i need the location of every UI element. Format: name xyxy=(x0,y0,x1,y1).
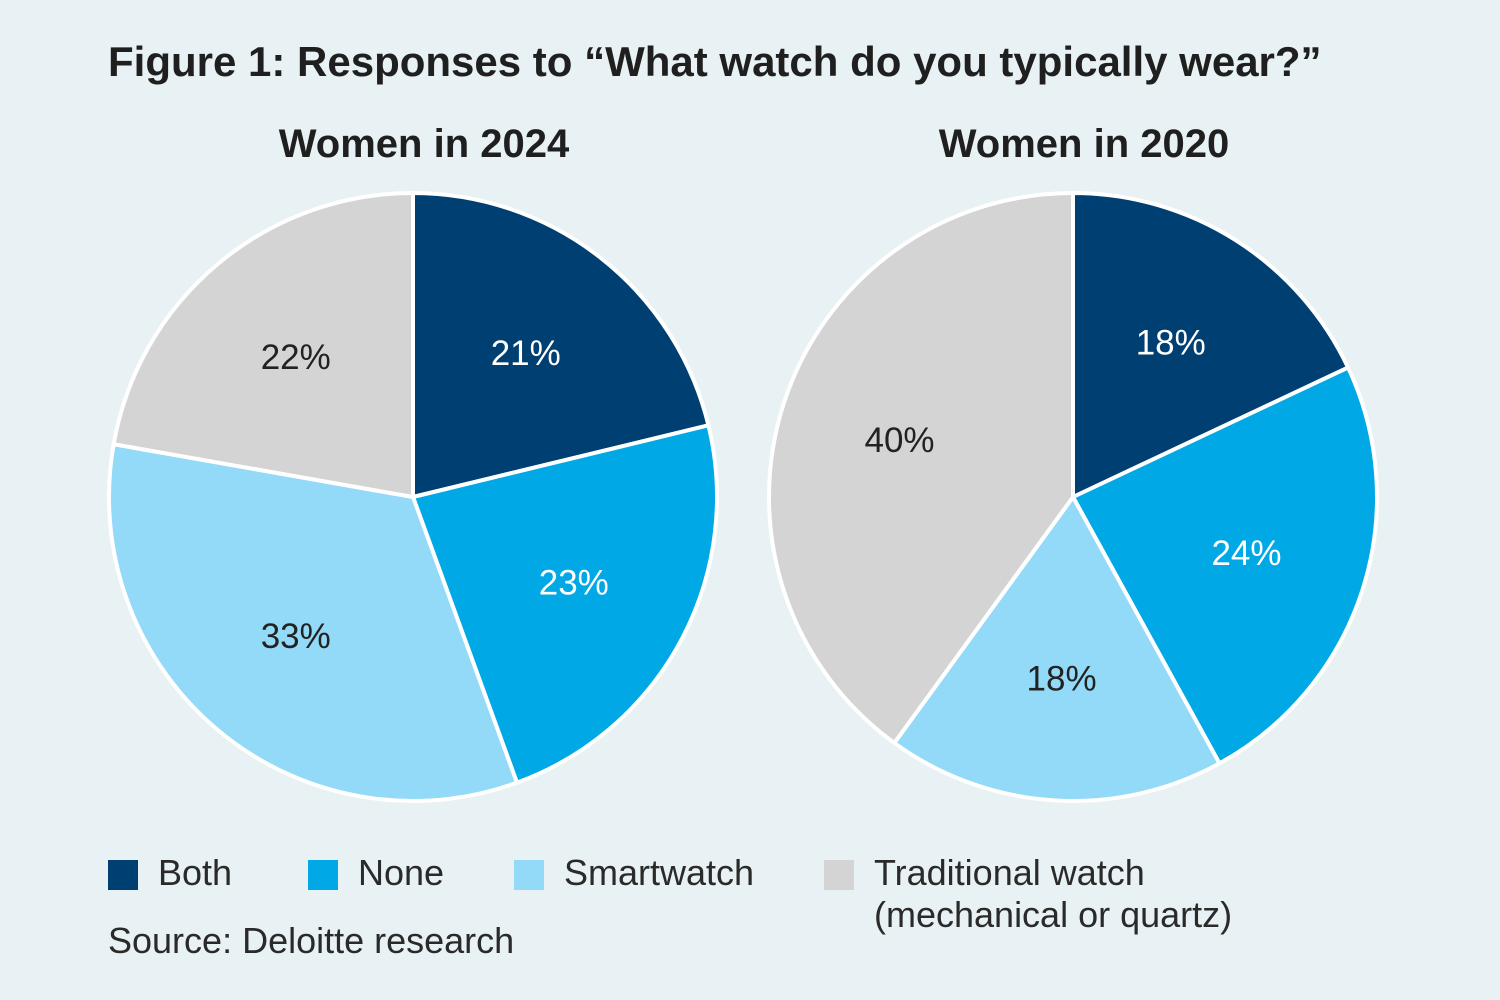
pie-2020-slice-both xyxy=(1071,191,1351,499)
pie-2020-slice-traditional xyxy=(767,191,1075,745)
pie-title-2020: Women in 2020 xyxy=(938,122,1230,166)
pie-2024-slice-traditional xyxy=(111,191,415,499)
legend-label-traditional-line2: (mechanical or quartz) xyxy=(874,894,1233,935)
legend-item-traditional: Traditional watch (mechanical or quartz) xyxy=(824,852,1232,936)
pie-2024-slice-both xyxy=(411,191,711,499)
legend-swatch-both xyxy=(108,860,138,890)
pie-2024-label-both: 21% xyxy=(491,334,561,373)
legend-item-smartwatch: Smartwatch xyxy=(514,852,754,894)
legend-label-none: None xyxy=(358,852,445,893)
legend-swatch-none xyxy=(308,860,338,890)
pie-2020-label-smartwatch: 18% xyxy=(1027,660,1097,699)
legend: Both None Smartwatch Traditional watch (… xyxy=(0,852,1500,942)
legend-label-traditional-line1: Traditional watch xyxy=(874,852,1145,893)
pie-2024-label-none: 23% xyxy=(539,564,609,603)
pie-2024-slice-smartwatch xyxy=(107,442,519,803)
source-note: Source: Deloitte research xyxy=(108,920,515,961)
pie-2020-label-both: 18% xyxy=(1136,323,1206,362)
legend-item-none: None xyxy=(308,852,444,894)
legend-label-both: Both xyxy=(158,852,233,893)
pie-2024-slice-none xyxy=(411,423,719,785)
pie-chart-2024: 21% 23% 33% 22% xyxy=(107,191,719,803)
pie-2024-label-smartwatch: 33% xyxy=(261,617,331,656)
legend-swatch-smartwatch xyxy=(514,860,544,890)
pie-2020-slice-smartwatch xyxy=(892,495,1222,803)
legend-item-both: Both xyxy=(108,852,232,894)
pie-2020-label-none: 24% xyxy=(1211,534,1281,573)
figure-title: Figure 1: Responses to “What watch do yo… xyxy=(108,38,1322,85)
pie-chart-2020: 18% 24% 18% 40% xyxy=(767,191,1379,803)
pie-2020-label-traditional: 40% xyxy=(864,421,934,460)
legend-label-smartwatch: Smartwatch xyxy=(564,852,755,893)
pie-2020-slice-none xyxy=(1071,365,1379,766)
legend-label-traditional: Traditional watch (mechanical or quartz) xyxy=(874,852,1232,936)
legend-swatch-traditional xyxy=(824,860,854,890)
pie-title-2024: Women in 2024 xyxy=(278,122,570,166)
pie-2024-label-traditional: 22% xyxy=(261,338,331,377)
